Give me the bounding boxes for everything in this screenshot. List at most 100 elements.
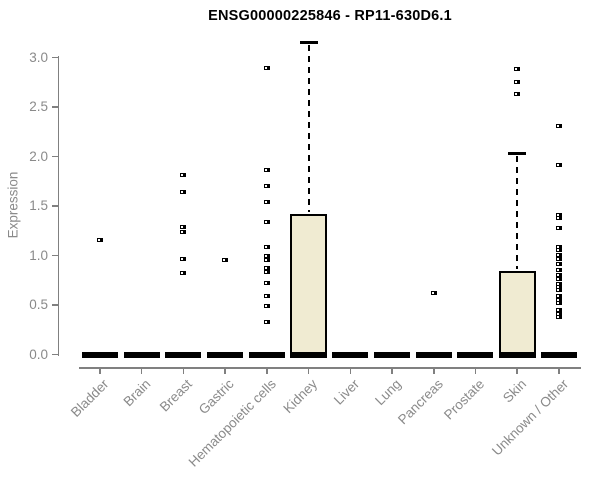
outlier-point bbox=[263, 303, 270, 308]
y-tick-mark bbox=[52, 205, 58, 207]
x-tick-mark bbox=[433, 368, 435, 374]
outlier-point bbox=[180, 173, 187, 178]
box-iqr bbox=[498, 271, 536, 358]
outlier-point bbox=[263, 294, 270, 299]
outlier-point bbox=[263, 200, 270, 205]
chart-title: ENSG00000225846 - RP11-630D6.1 bbox=[208, 8, 452, 24]
outlier-point bbox=[263, 168, 270, 173]
x-tick-label: Skin bbox=[499, 376, 530, 406]
outlier-point bbox=[263, 266, 270, 271]
outlier-point bbox=[555, 298, 562, 303]
outlier-point bbox=[555, 262, 562, 267]
x-tick-mark bbox=[516, 368, 518, 374]
x-tick-mark bbox=[391, 368, 393, 374]
outlier-point bbox=[263, 319, 270, 324]
y-tick-mark bbox=[52, 56, 58, 59]
outlier-point bbox=[97, 237, 103, 242]
median-bar bbox=[290, 352, 327, 358]
x-axis-line bbox=[79, 367, 581, 369]
x-tick-label: Brain bbox=[120, 376, 154, 410]
outlier-point bbox=[263, 254, 270, 259]
outlier-point bbox=[555, 225, 562, 230]
x-tick-mark bbox=[474, 368, 477, 374]
upper-whisker bbox=[307, 44, 310, 212]
outlier-point bbox=[180, 257, 187, 262]
outlier-point bbox=[555, 301, 562, 306]
outlier-point bbox=[555, 288, 562, 293]
x-tick-label: Pancreas bbox=[394, 376, 446, 428]
outlier-point bbox=[555, 268, 562, 273]
x-tick-mark bbox=[349, 368, 352, 374]
median-bar bbox=[415, 352, 452, 358]
y-tick-mark bbox=[52, 155, 58, 158]
outlier-point bbox=[555, 277, 562, 282]
outlier-point bbox=[514, 67, 521, 72]
outlier-point bbox=[514, 80, 521, 85]
outlier-point bbox=[263, 66, 270, 71]
median-bar bbox=[165, 352, 202, 358]
median-bar bbox=[499, 352, 536, 358]
y-tick-mark bbox=[52, 353, 58, 356]
upper-whisker bbox=[516, 155, 519, 270]
y-tick-label: 2.5 bbox=[29, 99, 48, 114]
outlier-point bbox=[555, 252, 562, 257]
x-tick-mark bbox=[266, 368, 268, 374]
outlier-point bbox=[555, 311, 562, 316]
outlier-point bbox=[180, 229, 187, 234]
x-tick-mark bbox=[99, 368, 101, 374]
x-tick-label: Lung bbox=[372, 376, 404, 409]
x-tick-label: Kidney bbox=[280, 376, 321, 417]
outlier-point bbox=[555, 307, 562, 312]
median-bar bbox=[332, 352, 369, 358]
x-tick-mark bbox=[182, 368, 185, 374]
outlier-point bbox=[222, 258, 229, 263]
y-tick-label: 1.0 bbox=[29, 247, 48, 263]
y-tick-label: 2.0 bbox=[29, 148, 48, 164]
outlier-point bbox=[555, 212, 562, 217]
median-bar bbox=[374, 352, 411, 358]
median-bar bbox=[457, 352, 494, 358]
whisker-cap bbox=[299, 41, 318, 45]
y-tick-mark bbox=[52, 254, 58, 257]
y-tick-label: 1.5 bbox=[29, 198, 48, 213]
outlier-point bbox=[555, 257, 562, 262]
outlier-point bbox=[263, 258, 270, 263]
x-tick-label: Unknown / Other bbox=[488, 376, 571, 459]
x-tick-mark bbox=[307, 368, 310, 374]
x-tick-mark bbox=[558, 368, 560, 374]
whisker-cap bbox=[508, 152, 527, 156]
outlier-point bbox=[555, 285, 562, 290]
y-tick-label: 0.0 bbox=[29, 346, 48, 362]
outlier-point bbox=[180, 271, 187, 276]
median-bar bbox=[207, 352, 244, 358]
outlier-point bbox=[180, 224, 187, 229]
outlier-point bbox=[263, 219, 270, 224]
y-tick-label: 0.5 bbox=[29, 297, 48, 312]
median-bar bbox=[540, 352, 577, 358]
outlier-point bbox=[263, 270, 270, 275]
x-tick-label: Breast bbox=[157, 376, 196, 415]
x-tick-mark bbox=[140, 368, 143, 374]
x-tick-label: Gastric bbox=[196, 376, 238, 418]
outlier-point bbox=[555, 123, 562, 128]
outlier-point bbox=[555, 244, 562, 249]
median-bar bbox=[82, 352, 118, 358]
outlier-point bbox=[263, 281, 270, 286]
y-tick-mark bbox=[52, 304, 58, 306]
x-tick-label: Liver bbox=[330, 376, 363, 408]
median-bar bbox=[248, 352, 285, 358]
outlier-point bbox=[555, 215, 562, 220]
outlier-point bbox=[555, 247, 562, 252]
y-axis-line bbox=[57, 56, 59, 356]
outlier-point bbox=[555, 294, 562, 299]
outlier-point bbox=[430, 291, 437, 296]
box-iqr bbox=[290, 213, 328, 358]
y-tick-label: 3.0 bbox=[29, 49, 48, 65]
outlier-point bbox=[263, 244, 270, 249]
x-tick-label: Prostate bbox=[441, 376, 488, 423]
median-bar bbox=[123, 352, 160, 358]
outlier-point bbox=[514, 92, 521, 97]
outlier-point bbox=[555, 273, 562, 278]
